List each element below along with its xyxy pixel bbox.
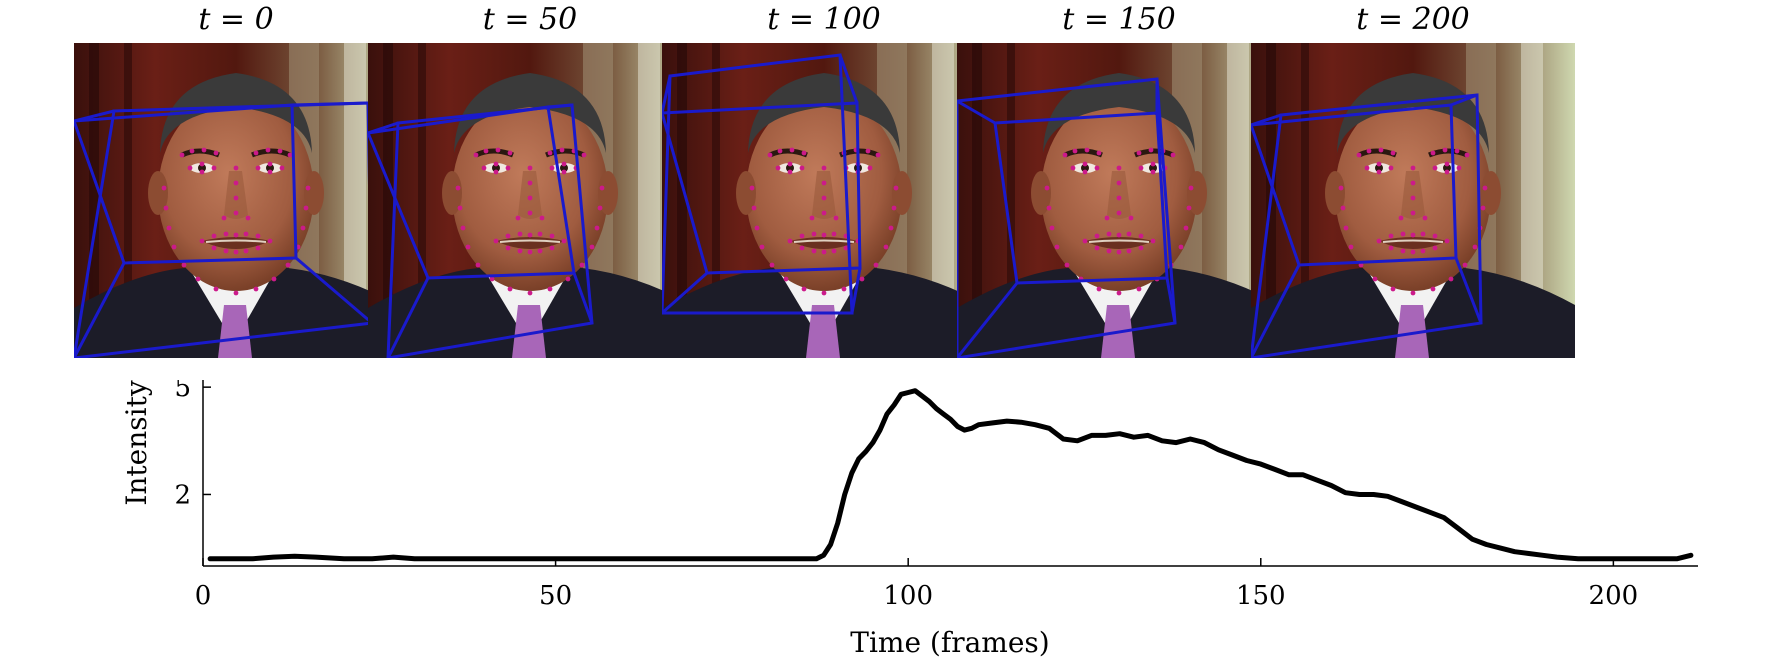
face-frame-t150 bbox=[957, 43, 1281, 358]
frame-label-t0: t = 0 bbox=[198, 2, 274, 37]
frame-label-t50: t = 50 bbox=[482, 2, 578, 37]
frame-label-t100: t = 100 bbox=[767, 2, 881, 37]
frame-label-t150: t = 150 bbox=[1062, 2, 1176, 37]
frame-label-t200: t = 200 bbox=[1356, 2, 1470, 37]
x-tick-label: 200 bbox=[1589, 581, 1639, 611]
face-frame-t200 bbox=[1251, 43, 1575, 358]
head-pose-box bbox=[74, 101, 374, 358]
head-pose-box bbox=[368, 103, 594, 358]
head-pose-box bbox=[662, 53, 862, 315]
chart-axes bbox=[202, 380, 1698, 567]
head-pose-box bbox=[1251, 93, 1483, 358]
y-tick-label: 5 bbox=[174, 380, 191, 403]
y-tick-label: 2 bbox=[174, 480, 191, 510]
x-tick-label: 150 bbox=[1236, 581, 1286, 611]
intensity-series-line bbox=[207, 388, 1694, 562]
head-pose-box bbox=[957, 77, 1177, 358]
face-frame-t100 bbox=[662, 43, 986, 358]
x-axis-label: Time (frames) bbox=[850, 626, 1049, 659]
x-tick-label: 50 bbox=[539, 581, 572, 611]
face-frame-t50 bbox=[368, 43, 692, 358]
x-tick-label: 100 bbox=[883, 581, 933, 611]
video-frames-strip: t = 0 t = 50 t = 100 t = 150 t = 200 bbox=[74, 2, 1769, 358]
x-tick-label: 0 bbox=[195, 581, 212, 611]
face-frame-t0 bbox=[74, 43, 398, 358]
intensity-line-chart: 0 50 100 150 200 2 5 Intensity Time (frames) bbox=[120, 380, 1698, 659]
y-axis-label: Intensity bbox=[120, 380, 153, 506]
